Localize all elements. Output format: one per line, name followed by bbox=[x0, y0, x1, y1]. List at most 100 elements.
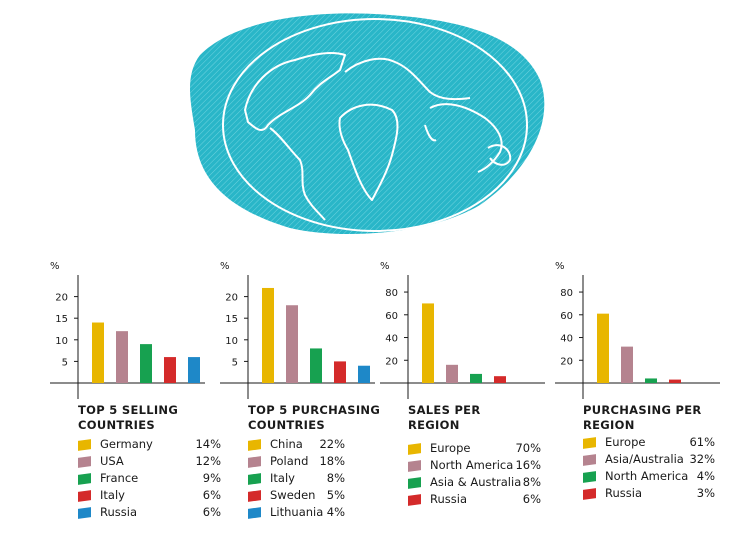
legend-value: 32% bbox=[689, 452, 715, 466]
legend-item: France 9% bbox=[78, 471, 221, 488]
legend-value: 18% bbox=[319, 454, 345, 468]
globe-outlines bbox=[222, 18, 528, 232]
legend-value: 4% bbox=[326, 505, 345, 519]
bar-sweden bbox=[334, 361, 346, 383]
y-tick-label: 15 bbox=[55, 314, 68, 325]
legend-value: 22% bbox=[319, 437, 345, 451]
y-tick-label: 20 bbox=[225, 293, 238, 304]
chart-title: TOP 5 SELLING COUNTRIES bbox=[78, 403, 179, 432]
legend-swatch bbox=[248, 456, 261, 468]
legend-value: 8% bbox=[522, 475, 541, 489]
legend-swatch bbox=[583, 454, 596, 466]
y-tick-label: 20 bbox=[385, 356, 398, 367]
bar-china bbox=[262, 287, 274, 383]
bar-asia-australia bbox=[621, 346, 633, 383]
chart-top5-selling: % 5 10 15 20 TOP 5 SELLING COUNTRIES Germany… bbox=[30, 255, 221, 535]
legend-value: 14% bbox=[195, 437, 221, 451]
world-globe-illustration bbox=[190, 13, 545, 235]
chart-plot: % 5 10 15 20 bbox=[50, 261, 205, 399]
legend-swatch bbox=[408, 443, 421, 455]
legend-item: North America 4% bbox=[583, 469, 715, 486]
y-axis-unit-label: % bbox=[220, 261, 230, 272]
legend-label: Poland bbox=[270, 454, 309, 468]
legend-label: Russia bbox=[100, 505, 137, 519]
chart-sales-per-region: % 20 40 60 80 SALES PER REGION Europe 70% Nort… bbox=[360, 255, 545, 535]
legend-value: 6% bbox=[522, 492, 541, 506]
legend-label: Asia/Australia bbox=[605, 452, 684, 466]
legend-item: Italy 6% bbox=[78, 488, 221, 505]
legend-value: 3% bbox=[696, 486, 715, 500]
legend-swatch bbox=[78, 507, 91, 519]
legend-label: Asia & Australia bbox=[430, 475, 522, 489]
bar-russia bbox=[188, 357, 200, 383]
globe-shape bbox=[190, 13, 545, 235]
legend-label: Germany bbox=[100, 437, 153, 451]
bar-russia bbox=[494, 376, 506, 383]
y-axis-unit-label: % bbox=[50, 261, 60, 272]
y-axis-unit-label: % bbox=[555, 261, 565, 272]
legend-label: North America bbox=[605, 469, 689, 483]
chart-plot: % 5 10 15 20 bbox=[220, 261, 375, 399]
bar-lithuania bbox=[358, 365, 370, 383]
legend-swatch bbox=[78, 490, 91, 502]
legend-swatch bbox=[583, 471, 596, 483]
legend-value: 6% bbox=[202, 488, 221, 502]
legend-value: 4% bbox=[696, 469, 715, 483]
legend-item: Sweden 5% bbox=[248, 488, 345, 505]
legend-label: Lithuania bbox=[270, 505, 324, 519]
legend-label: China bbox=[270, 437, 303, 451]
bar-usa bbox=[116, 331, 128, 383]
legend-label: Europe bbox=[605, 435, 646, 449]
legend-swatch bbox=[248, 490, 261, 502]
legend-item: Italy 8% bbox=[248, 471, 345, 488]
legend-swatch bbox=[583, 437, 596, 449]
y-tick-label: 40 bbox=[560, 334, 573, 345]
legend-value: 9% bbox=[202, 471, 221, 485]
legend-value: 8% bbox=[326, 471, 345, 485]
y-tick-label: 10 bbox=[55, 336, 68, 347]
y-axis-unit-label: % bbox=[380, 261, 390, 272]
bar-europe bbox=[422, 303, 434, 383]
chart-title: SALES PER REGION bbox=[408, 403, 481, 432]
legend-swatch bbox=[583, 488, 596, 500]
legend-swatch bbox=[78, 473, 91, 485]
y-tick-label: 40 bbox=[385, 334, 398, 345]
legend-swatch bbox=[78, 439, 91, 451]
legend-item: Russia 6% bbox=[408, 492, 541, 509]
bar-asia-australia bbox=[470, 373, 482, 383]
legend-item: Lithuania 4% bbox=[248, 505, 345, 522]
bar-europe bbox=[597, 313, 609, 383]
y-tick-label: 80 bbox=[385, 288, 398, 299]
legend-item: Europe 70% bbox=[408, 441, 541, 458]
legend-swatch bbox=[78, 456, 91, 468]
legend-item: Russia 3% bbox=[583, 486, 715, 503]
y-tick-label: 20 bbox=[55, 293, 68, 304]
chart-title: PURCHASING PER REGION bbox=[583, 403, 702, 432]
legend-value: 70% bbox=[515, 441, 541, 455]
legend-label: France bbox=[100, 471, 139, 485]
legend-item: North America 16% bbox=[408, 458, 541, 475]
y-tick-label: 5 bbox=[62, 357, 68, 368]
legend-label: North America bbox=[430, 458, 514, 472]
y-tick-label: 15 bbox=[225, 314, 238, 325]
bar-north-america bbox=[446, 364, 458, 383]
legend-value: 61% bbox=[689, 435, 715, 449]
legend-value: 12% bbox=[195, 454, 221, 468]
legend-item: USA 12% bbox=[78, 454, 221, 471]
y-tick-label: 80 bbox=[560, 288, 573, 299]
y-tick-label: 5 bbox=[232, 357, 238, 368]
legend-label: Italy bbox=[270, 471, 295, 485]
legend-item: Russia 6% bbox=[78, 505, 221, 522]
legend-swatch bbox=[248, 507, 261, 519]
y-tick-label: 60 bbox=[385, 311, 398, 322]
legend-value: 6% bbox=[202, 505, 221, 519]
y-tick-label: 20 bbox=[560, 356, 573, 367]
legend-item: Asia/Australia 32% bbox=[583, 452, 715, 469]
bar-north-america bbox=[645, 378, 657, 383]
legend-item: Poland 18% bbox=[248, 454, 345, 471]
legend-swatch bbox=[408, 460, 421, 472]
legend-label: Russia bbox=[430, 492, 467, 506]
legend-swatch bbox=[408, 477, 421, 489]
chart-plot: % 20 40 60 80 bbox=[555, 261, 720, 399]
legend-label: Europe bbox=[430, 441, 471, 455]
